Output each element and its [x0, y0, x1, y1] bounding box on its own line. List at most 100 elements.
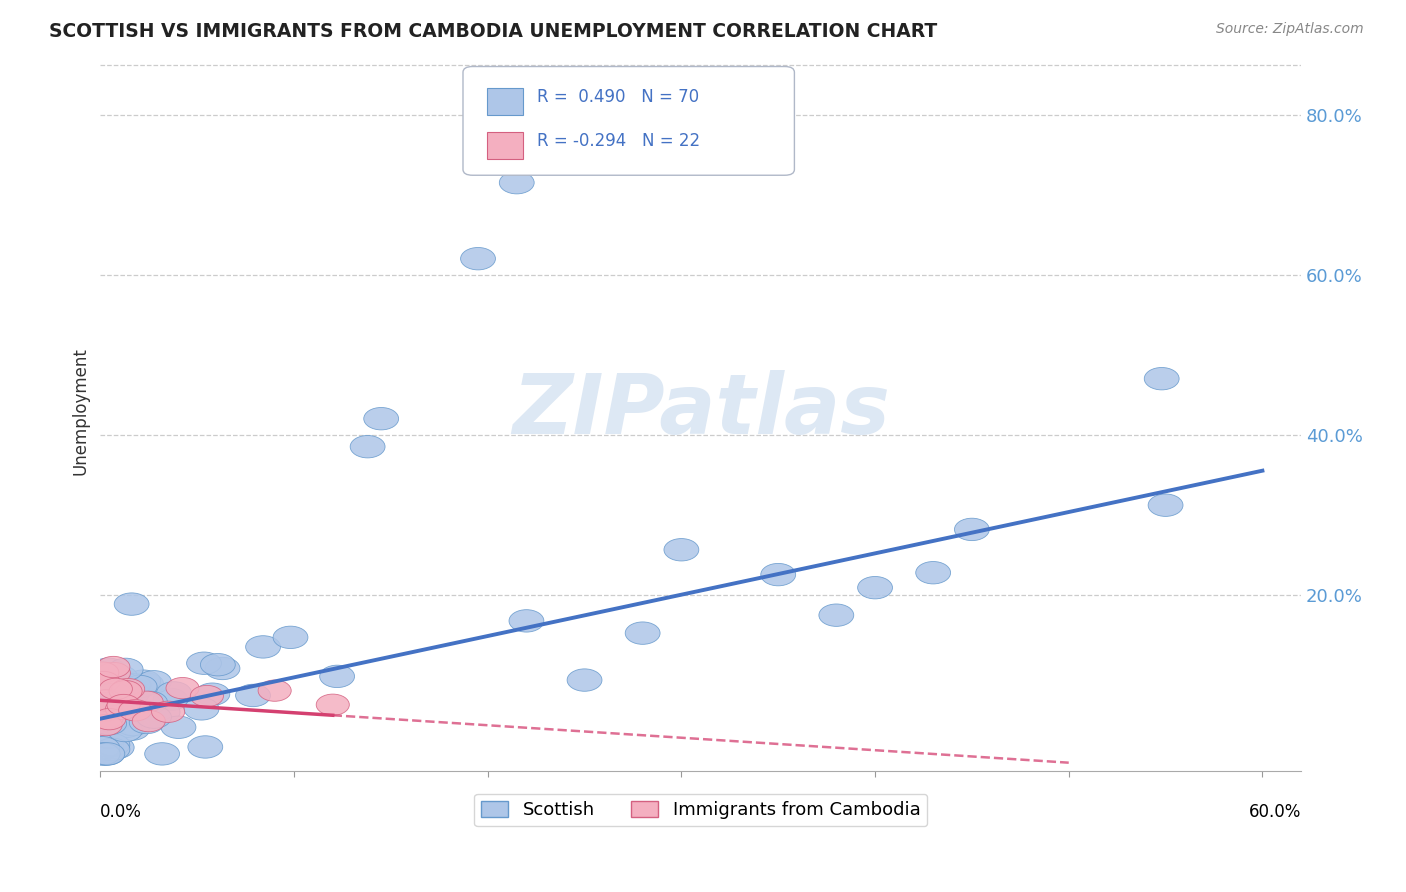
Ellipse shape	[131, 691, 163, 713]
Ellipse shape	[129, 711, 165, 733]
Ellipse shape	[100, 678, 132, 699]
Ellipse shape	[499, 171, 534, 194]
Ellipse shape	[162, 716, 195, 739]
Ellipse shape	[91, 713, 127, 735]
Ellipse shape	[145, 743, 180, 765]
Ellipse shape	[110, 681, 142, 702]
Ellipse shape	[97, 683, 132, 706]
FancyBboxPatch shape	[486, 132, 523, 159]
Ellipse shape	[89, 697, 122, 719]
Ellipse shape	[201, 654, 235, 676]
Ellipse shape	[152, 701, 184, 723]
Ellipse shape	[87, 672, 120, 693]
Ellipse shape	[97, 657, 129, 678]
Ellipse shape	[89, 734, 124, 756]
Ellipse shape	[166, 678, 200, 698]
Ellipse shape	[153, 689, 188, 711]
Ellipse shape	[108, 715, 143, 738]
Ellipse shape	[91, 726, 127, 748]
Ellipse shape	[1149, 494, 1182, 516]
Ellipse shape	[509, 609, 544, 632]
Text: SCOTTISH VS IMMIGRANTS FROM CAMBODIA UNEMPLOYMENT CORRELATION CHART: SCOTTISH VS IMMIGRANTS FROM CAMBODIA UNE…	[49, 22, 938, 41]
Ellipse shape	[818, 604, 853, 626]
Ellipse shape	[108, 691, 143, 714]
Ellipse shape	[316, 694, 349, 715]
Ellipse shape	[107, 694, 141, 715]
Ellipse shape	[89, 714, 122, 736]
Ellipse shape	[115, 718, 149, 740]
Ellipse shape	[98, 706, 134, 729]
Ellipse shape	[955, 518, 990, 541]
Ellipse shape	[86, 662, 120, 683]
Ellipse shape	[761, 564, 796, 586]
Text: 0.0%: 0.0%	[100, 803, 142, 822]
Y-axis label: Unemployment: Unemployment	[72, 347, 89, 475]
Ellipse shape	[136, 706, 172, 729]
Ellipse shape	[132, 711, 166, 731]
Ellipse shape	[90, 708, 124, 731]
Ellipse shape	[118, 699, 152, 721]
Ellipse shape	[205, 657, 240, 680]
Ellipse shape	[107, 719, 142, 742]
Ellipse shape	[184, 698, 219, 720]
Legend: Scottish, Immigrants from Cambodia: Scottish, Immigrants from Cambodia	[474, 794, 928, 827]
Ellipse shape	[461, 247, 495, 270]
Ellipse shape	[364, 408, 399, 430]
Ellipse shape	[103, 695, 138, 717]
Text: R =  0.490   N = 70: R = 0.490 N = 70	[537, 88, 700, 106]
Ellipse shape	[273, 626, 308, 648]
Ellipse shape	[90, 743, 125, 765]
Ellipse shape	[108, 658, 143, 681]
Ellipse shape	[145, 701, 180, 723]
Ellipse shape	[236, 684, 270, 706]
Ellipse shape	[89, 690, 122, 711]
Ellipse shape	[114, 593, 149, 615]
Ellipse shape	[858, 576, 893, 599]
Ellipse shape	[96, 711, 131, 733]
Ellipse shape	[626, 622, 659, 644]
Ellipse shape	[89, 743, 124, 765]
Ellipse shape	[96, 734, 129, 756]
Ellipse shape	[84, 743, 120, 765]
Ellipse shape	[90, 707, 124, 729]
Ellipse shape	[89, 700, 122, 721]
Ellipse shape	[86, 691, 120, 714]
Ellipse shape	[90, 671, 125, 693]
Ellipse shape	[129, 673, 163, 696]
Ellipse shape	[111, 679, 145, 699]
Ellipse shape	[93, 708, 125, 730]
Ellipse shape	[259, 680, 291, 701]
Ellipse shape	[104, 672, 139, 694]
Text: Source: ZipAtlas.com: Source: ZipAtlas.com	[1216, 22, 1364, 37]
Ellipse shape	[122, 675, 157, 698]
Ellipse shape	[97, 663, 131, 683]
Text: R = -0.294   N = 22: R = -0.294 N = 22	[537, 132, 700, 150]
Ellipse shape	[84, 679, 120, 701]
Ellipse shape	[115, 714, 150, 736]
Ellipse shape	[105, 698, 139, 720]
Ellipse shape	[567, 669, 602, 691]
Ellipse shape	[132, 691, 167, 714]
Ellipse shape	[246, 636, 281, 658]
Ellipse shape	[915, 562, 950, 584]
Ellipse shape	[90, 658, 125, 681]
Ellipse shape	[115, 673, 150, 696]
Ellipse shape	[136, 671, 172, 693]
Ellipse shape	[195, 683, 229, 706]
Text: 60.0%: 60.0%	[1249, 803, 1301, 822]
Ellipse shape	[100, 736, 134, 759]
Ellipse shape	[319, 665, 354, 688]
Ellipse shape	[1144, 368, 1180, 390]
Ellipse shape	[190, 685, 224, 706]
Ellipse shape	[127, 670, 160, 692]
Ellipse shape	[115, 682, 150, 705]
Ellipse shape	[103, 665, 138, 688]
Ellipse shape	[84, 737, 120, 759]
Text: ZIPatlas: ZIPatlas	[512, 370, 890, 451]
Ellipse shape	[350, 435, 385, 458]
Ellipse shape	[156, 681, 191, 704]
FancyBboxPatch shape	[463, 67, 794, 175]
Ellipse shape	[664, 539, 699, 561]
Ellipse shape	[187, 652, 222, 674]
FancyBboxPatch shape	[486, 88, 523, 115]
